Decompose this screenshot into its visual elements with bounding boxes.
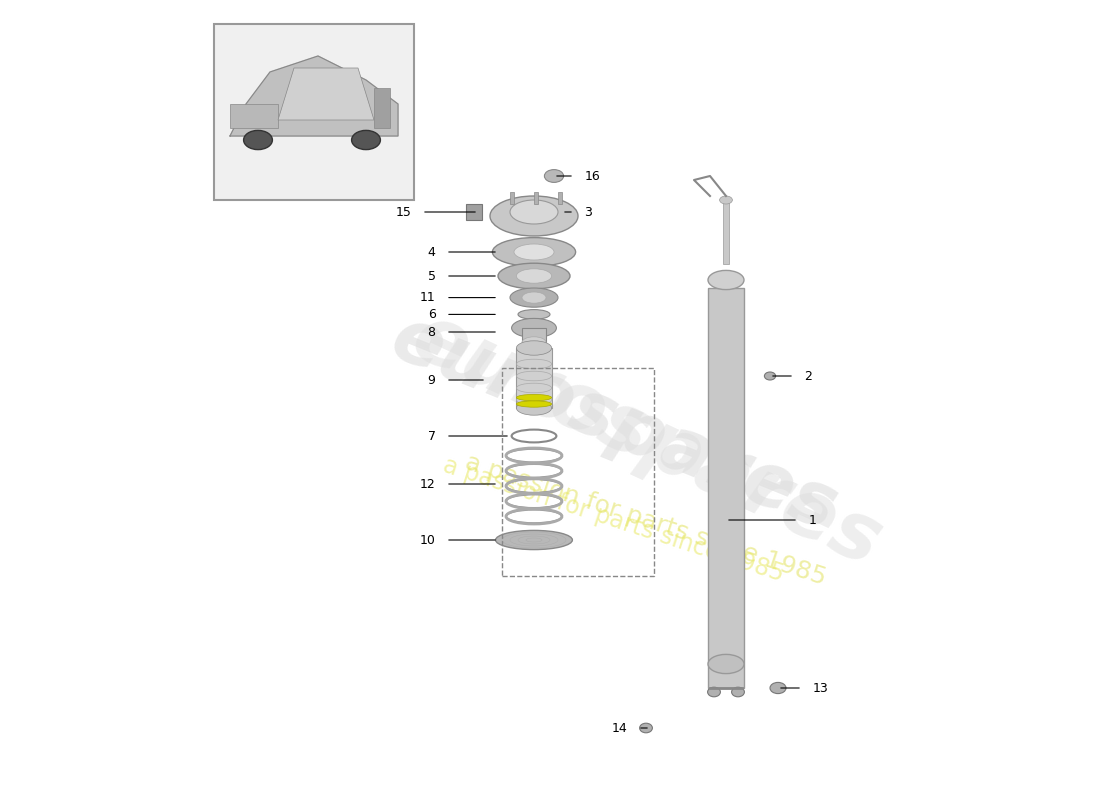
Text: 10: 10 bbox=[420, 534, 436, 546]
Ellipse shape bbox=[719, 196, 733, 204]
Ellipse shape bbox=[639, 723, 652, 733]
Ellipse shape bbox=[493, 238, 575, 266]
Ellipse shape bbox=[516, 341, 551, 355]
Ellipse shape bbox=[764, 372, 776, 380]
Text: 13: 13 bbox=[813, 682, 828, 694]
Ellipse shape bbox=[708, 654, 744, 674]
Bar bbox=[214, 24, 414, 200]
Ellipse shape bbox=[496, 530, 572, 550]
Ellipse shape bbox=[522, 292, 546, 303]
Ellipse shape bbox=[510, 288, 558, 307]
Text: eurospares: eurospares bbox=[381, 302, 847, 546]
Ellipse shape bbox=[707, 687, 721, 697]
Text: 4: 4 bbox=[428, 246, 436, 258]
Text: 14: 14 bbox=[612, 722, 628, 734]
Polygon shape bbox=[374, 88, 390, 128]
Text: 12: 12 bbox=[420, 478, 436, 490]
Polygon shape bbox=[230, 56, 398, 136]
Ellipse shape bbox=[510, 200, 558, 224]
Ellipse shape bbox=[516, 269, 551, 283]
Bar bbox=[558, 192, 562, 204]
Ellipse shape bbox=[770, 682, 786, 694]
Text: 5: 5 bbox=[428, 270, 436, 282]
Ellipse shape bbox=[243, 130, 273, 150]
Text: 9: 9 bbox=[428, 374, 436, 386]
Text: a passion for parts since 1985: a passion for parts since 1985 bbox=[462, 450, 829, 590]
Ellipse shape bbox=[516, 401, 551, 407]
Ellipse shape bbox=[732, 687, 745, 697]
Text: 15: 15 bbox=[396, 206, 411, 218]
Ellipse shape bbox=[490, 196, 578, 236]
Ellipse shape bbox=[516, 401, 551, 415]
Text: eurospares: eurospares bbox=[399, 297, 893, 583]
Bar bbox=[502, 368, 654, 576]
Ellipse shape bbox=[516, 394, 551, 401]
Ellipse shape bbox=[352, 130, 381, 150]
Ellipse shape bbox=[522, 337, 546, 348]
Ellipse shape bbox=[498, 263, 570, 289]
Text: a passion for parts since 1985: a passion for parts since 1985 bbox=[440, 454, 788, 586]
Text: 2: 2 bbox=[804, 370, 812, 382]
Text: 🚗: 🚗 bbox=[300, 90, 328, 134]
Bar bbox=[723, 200, 729, 264]
Text: 1: 1 bbox=[808, 514, 816, 526]
Bar bbox=[516, 348, 551, 408]
Bar bbox=[466, 204, 482, 220]
Text: 11: 11 bbox=[420, 291, 436, 304]
Text: 🚗: 🚗 bbox=[300, 90, 328, 134]
Text: 🚗: 🚗 bbox=[300, 90, 328, 134]
Ellipse shape bbox=[708, 270, 744, 290]
Text: 7: 7 bbox=[428, 430, 436, 442]
Bar bbox=[534, 192, 538, 204]
Ellipse shape bbox=[512, 318, 557, 338]
Bar bbox=[522, 328, 546, 342]
Ellipse shape bbox=[518, 310, 550, 319]
Bar bbox=[708, 288, 744, 688]
Text: 3: 3 bbox=[584, 206, 592, 218]
Polygon shape bbox=[278, 68, 374, 120]
Ellipse shape bbox=[544, 170, 563, 182]
Ellipse shape bbox=[518, 432, 550, 440]
Ellipse shape bbox=[514, 244, 554, 260]
Bar bbox=[510, 192, 514, 204]
Polygon shape bbox=[230, 104, 278, 128]
Text: 8: 8 bbox=[428, 326, 436, 338]
Text: 6: 6 bbox=[428, 308, 436, 321]
Text: 16: 16 bbox=[584, 170, 601, 182]
